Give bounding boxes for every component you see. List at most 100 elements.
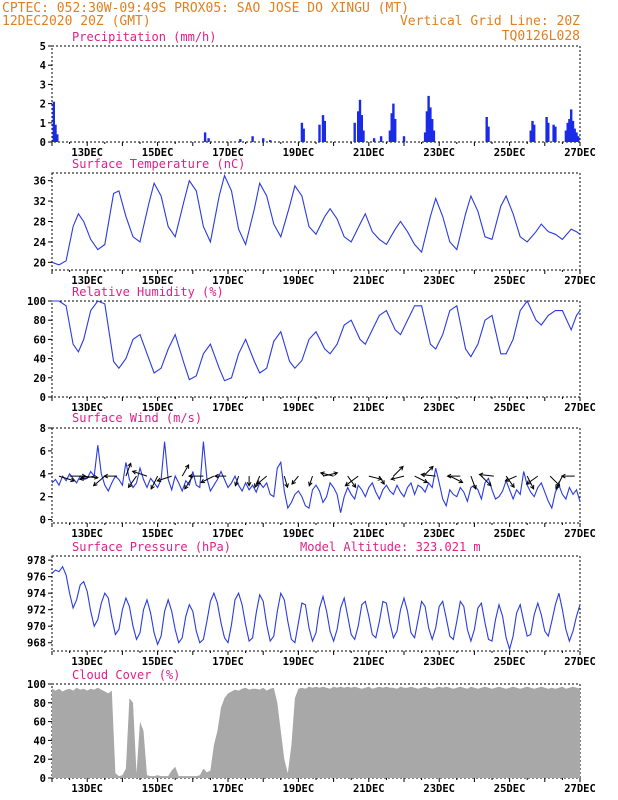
precip-bar-22 bbox=[390, 113, 393, 142]
temp-xtick-label: 17DEC bbox=[212, 275, 244, 287]
wind-panel: Surface Wind (m/s) 0 2 4 6 8 13DEC 15DEC 17DEC 1… bbox=[40, 411, 596, 540]
precip-bar-8 bbox=[269, 140, 272, 142]
precip-xtick-label: 15DEC bbox=[142, 147, 174, 159]
wind-arrow-37 bbox=[481, 475, 492, 487]
cloud-ytick-label: 100 bbox=[27, 679, 46, 691]
precip-xtick-label: 17DEC bbox=[212, 147, 244, 159]
press-frame bbox=[51, 555, 581, 652]
rh-xtick-label: 23DEC bbox=[423, 402, 455, 414]
wind-ytick-label: 4 bbox=[40, 469, 46, 481]
wind-arrow-6 bbox=[125, 462, 132, 477]
precip-bar-6 bbox=[251, 136, 254, 142]
wind-arrow-38 bbox=[478, 472, 494, 478]
wind-xtick-label: 21DEC bbox=[353, 528, 385, 540]
precip-xtick-label: 23DEC bbox=[423, 147, 455, 159]
precip-bar-10 bbox=[302, 128, 305, 142]
precip-bar-20 bbox=[379, 136, 383, 142]
press-xtick-label: 25DEC bbox=[494, 656, 526, 668]
pressure-title: Surface Pressure (hPa) bbox=[72, 540, 231, 554]
precip-bar-42 bbox=[566, 122, 569, 142]
wind-arrow-35 bbox=[446, 473, 461, 479]
header-model-id: TQ0126L028 bbox=[502, 29, 580, 44]
rh-ytick-label: 100 bbox=[27, 296, 46, 308]
cloud-xtick-label: 27DEC bbox=[564, 783, 596, 795]
precip-bar-28 bbox=[427, 95, 430, 142]
precip-bar-13 bbox=[323, 120, 326, 142]
precip-bar-11 bbox=[318, 124, 321, 142]
temp-ytick-label: 28 bbox=[33, 217, 46, 229]
wind-arrow-42 bbox=[525, 475, 539, 485]
wind-arrow-23 bbox=[322, 471, 339, 477]
wind-ytick-label: 8 bbox=[40, 423, 46, 435]
cloud-xtick-label: 21DEC bbox=[353, 783, 385, 795]
wind-arrow-0 bbox=[58, 475, 76, 483]
precip-bar-2 bbox=[56, 134, 59, 142]
press-ytick-label: 972 bbox=[27, 605, 46, 617]
precip-ytick-label: 3 bbox=[40, 79, 46, 91]
wind-arrow-29 bbox=[393, 465, 404, 477]
press-xtick-label: 23DEC bbox=[423, 656, 455, 668]
press-series-line bbox=[51, 565, 581, 652]
model-altitude-note: Model Altitude: 323.021 m bbox=[300, 540, 481, 554]
temperature-title: Surface Temperature (nC) bbox=[72, 157, 245, 171]
press-ytick-label: 974 bbox=[27, 588, 46, 600]
temp-xtick-label: 15DEC bbox=[142, 275, 174, 287]
wind-arrow-9 bbox=[150, 475, 159, 490]
precip-bar-39 bbox=[552, 124, 555, 142]
wind-ytick-label: 0 bbox=[40, 515, 46, 527]
wind-arrow-26 bbox=[344, 475, 359, 487]
temp-ytick-label: 32 bbox=[33, 196, 46, 208]
precip-bar-4 bbox=[207, 138, 210, 142]
precip-bar-31 bbox=[432, 130, 436, 142]
rh-xtick-label: 17DEC bbox=[212, 402, 244, 414]
temp-ytick-label: 20 bbox=[33, 257, 46, 269]
temp-ytick-label: 24 bbox=[33, 237, 46, 249]
precip-bar-37 bbox=[545, 117, 548, 142]
precip-ytick-label: 5 bbox=[40, 41, 46, 53]
precip-bar-1 bbox=[54, 124, 57, 142]
rh-ytick-label: 40 bbox=[33, 354, 46, 366]
temp-xtick-label: 13DEC bbox=[71, 275, 103, 287]
cloud-cover-area bbox=[52, 686, 580, 778]
rh-series-line bbox=[52, 299, 581, 382]
wind-arrows bbox=[58, 462, 575, 490]
rh-xtick-label: 19DEC bbox=[283, 402, 315, 414]
precip-bar-24 bbox=[394, 119, 397, 142]
wind-ytick-label: 6 bbox=[40, 446, 46, 458]
wind-arrow-8 bbox=[131, 470, 148, 477]
header-location-line: CPTEC: 052:30W-09:49S PROX05: SAO JOSE D… bbox=[2, 1, 409, 16]
wind-arrow-22 bbox=[308, 475, 313, 487]
precip-bar-17 bbox=[360, 115, 363, 142]
rh-xtick-label: 13DEC bbox=[71, 402, 103, 414]
precip-bar-18 bbox=[362, 130, 365, 142]
cloud-cover-panel: Cloud Cover (%) 0 20 40 60 80 100 13DEC 15DEC 17… bbox=[27, 668, 596, 795]
wind-arrow-16 bbox=[234, 475, 240, 487]
wind-arrow-34 bbox=[449, 475, 464, 484]
precipitation-panel: Precipitation (mm/h) 0 1 2 3 4 5 13DEC 15DEC 17D… bbox=[40, 30, 596, 159]
pressure-panel: Surface Pressure (hPa) Model Altitude: 3… bbox=[27, 540, 596, 668]
rh-ytick-label: 0 bbox=[40, 392, 46, 404]
wind-arrow-18 bbox=[254, 475, 261, 489]
precip-bar-45 bbox=[571, 120, 575, 142]
wind-series-line bbox=[51, 441, 581, 513]
wind-arrow-36 bbox=[470, 475, 477, 490]
precip-bar-9 bbox=[300, 122, 304, 142]
wind-arrow-33 bbox=[420, 472, 436, 478]
press-xtick-label: 21DEC bbox=[353, 656, 385, 668]
temperature-panel: Surface Temperature (nC) 20 24 28 32 36 13DEC… bbox=[33, 157, 595, 287]
cloud-xtick-label: 23DEC bbox=[423, 783, 455, 795]
wind-arrow-20 bbox=[283, 475, 289, 489]
precip-ytick-label: 0 bbox=[40, 137, 46, 149]
press-xtick-label: 17DEC bbox=[212, 656, 244, 668]
wind-arrow-10 bbox=[156, 475, 172, 483]
wind-frame bbox=[51, 427, 581, 524]
wind-xtick-label: 19DEC bbox=[283, 528, 315, 540]
precip-bar-44 bbox=[570, 109, 573, 142]
press-xtick-label: 19DEC bbox=[283, 656, 315, 668]
wind-arrow-11 bbox=[181, 464, 190, 477]
wind-arrow-24 bbox=[319, 471, 334, 477]
wind-arrow-12 bbox=[184, 475, 194, 490]
wind-xtick-label: 27DEC bbox=[564, 528, 596, 540]
precip-bar-0 bbox=[52, 101, 55, 142]
wind-arrow-17 bbox=[246, 476, 252, 487]
